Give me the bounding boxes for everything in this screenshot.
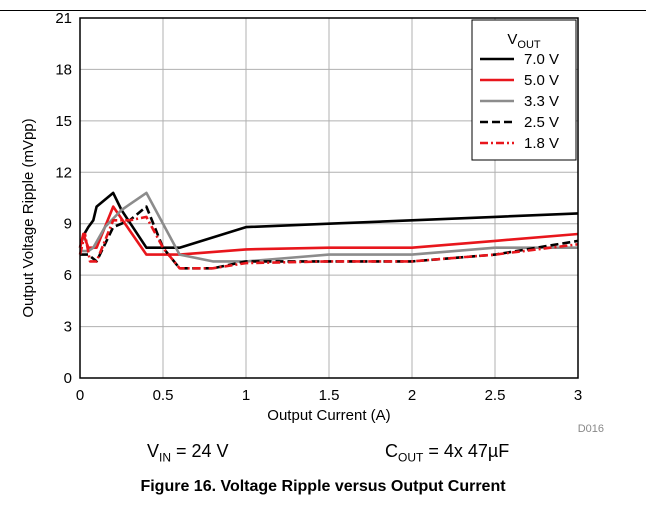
vin-value: = 24 V xyxy=(171,441,229,461)
y-axis-title: Output Voltage Ripple (mVpp) xyxy=(20,118,37,317)
y-tick-label: 18 xyxy=(55,61,72,78)
y-tick-label: 0 xyxy=(64,370,72,387)
legend-label: 7.0 V xyxy=(524,51,559,68)
tick-labels: 0 0.5 1 1.5 2 2.5 3 0 3 6 9 12 15 18 21 xyxy=(55,10,582,404)
series-line-2-5-V xyxy=(80,205,579,270)
x-tick-label: 2.5 xyxy=(485,387,506,404)
y-tick-label: 21 xyxy=(55,10,72,27)
x-tick-label: 0.5 xyxy=(153,387,174,404)
legend-title-main: V xyxy=(507,31,517,48)
y-tick-label: 6 xyxy=(64,267,72,284)
cout-sub: OUT xyxy=(398,450,424,465)
legend-items: 7.0 V 5.0 V 3.3 V 2.5 V 1.8 V xyxy=(480,51,559,152)
legend-box xyxy=(471,19,577,161)
series-line-1-8-V xyxy=(78,215,579,270)
legend-label: 3.3 V xyxy=(524,93,559,110)
legend: VOUT 7.0 V 5.0 V 3.3 V 2.5 V 1.8 V xyxy=(471,19,577,161)
vin-condition: VIN = 24 V xyxy=(147,441,229,465)
figure-caption: Figure 16. Voltage Ripple versus Output … xyxy=(140,478,506,495)
legend-label: 5.0 V xyxy=(524,72,559,89)
legend-label: 2.5 V xyxy=(524,114,559,131)
y-tick-label: 15 xyxy=(55,113,72,130)
legend-label: 1.8 V xyxy=(524,135,559,152)
legend-title-sub: OUT xyxy=(517,39,541,51)
x-tick-label: 1.5 xyxy=(319,387,340,404)
x-tick-label: 2 xyxy=(408,387,416,404)
y-tick-label: 3 xyxy=(64,319,72,336)
cout-condition: COUT = 4x 47µF xyxy=(385,441,509,465)
vin-sub: IN xyxy=(159,450,172,465)
y-tick-label: 12 xyxy=(55,164,72,181)
x-tick-label: 1 xyxy=(242,387,250,404)
vin-main: V xyxy=(147,441,160,461)
figure-code: D016 xyxy=(578,423,604,435)
top-rule xyxy=(0,10,646,11)
x-axis-title: Output Current (A) xyxy=(267,407,390,424)
y-tick-label: 9 xyxy=(64,216,72,233)
cout-main: C xyxy=(385,441,398,461)
plot-frame xyxy=(79,17,579,379)
series-line-5-0-V xyxy=(78,205,579,256)
series-lines xyxy=(78,191,579,270)
cout-value: = 4x 47µF xyxy=(423,441,510,461)
series-line-3-3-V xyxy=(80,191,578,263)
series-line-7-0-V xyxy=(78,191,579,249)
x-tick-label: 3 xyxy=(574,387,582,404)
x-tick-label: 0 xyxy=(76,387,84,404)
legend-title: VOUT xyxy=(507,31,541,51)
